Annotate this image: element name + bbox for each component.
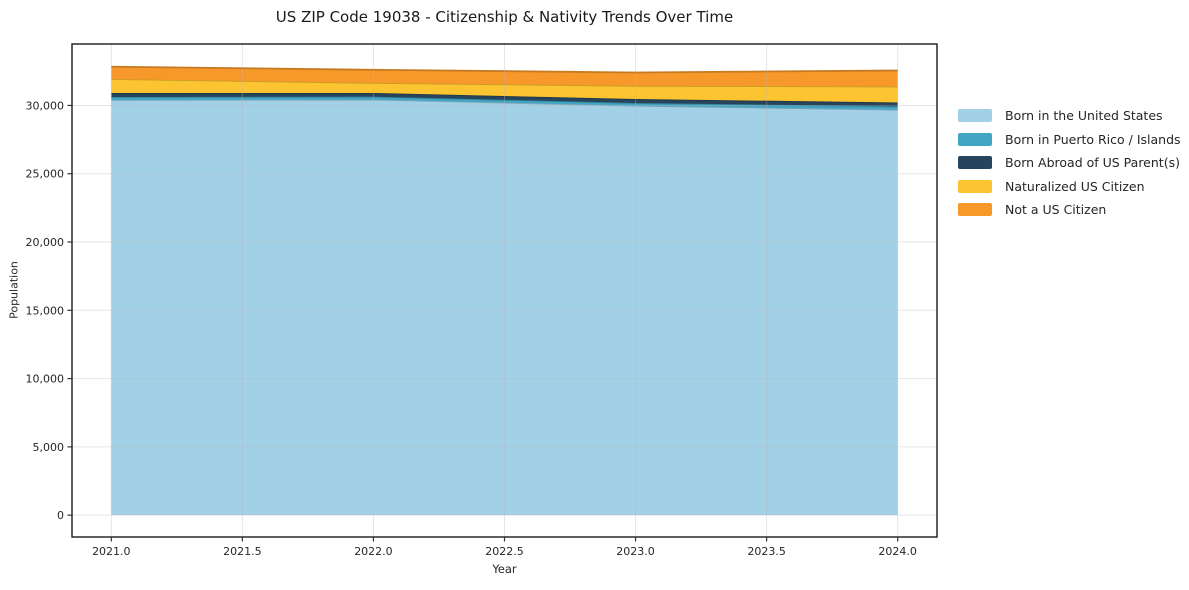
area-born-in-puerto-rico-islands bbox=[111, 96, 898, 110]
area-born-in-the-united-states bbox=[111, 99, 898, 516]
legend-item-born-in-the-united-states: Born in the United States bbox=[958, 104, 1181, 128]
legend-item-born-abroad-of-us-parent-s: Born Abroad of US Parent(s) bbox=[958, 151, 1181, 175]
x-axis-label: Year bbox=[492, 562, 517, 576]
y-tick-label: 25,000 bbox=[26, 168, 65, 181]
y-tick-label: 10,000 bbox=[26, 373, 65, 386]
x-tick-label: 2023.5 bbox=[747, 545, 786, 558]
legend: Born in the United States Born in Puerto … bbox=[958, 104, 1181, 222]
legend-item-not-a-us-citizen: Not a US Citizen bbox=[958, 198, 1181, 222]
legend-label: Not a US Citizen bbox=[1005, 202, 1107, 218]
legend-swatch-icon bbox=[958, 179, 992, 193]
legend-swatch-icon bbox=[958, 109, 992, 123]
legend-swatch-icon bbox=[958, 156, 992, 170]
legend-item-naturalized-us-citizen: Naturalized US Citizen bbox=[958, 175, 1181, 199]
x-tick-label: 2022.5 bbox=[485, 545, 524, 558]
area-born-abroad-of-us-parent-s bbox=[111, 92, 898, 107]
x-tick-label: 2021.5 bbox=[223, 545, 262, 558]
x-tick-label: 2022.0 bbox=[354, 545, 393, 558]
x-tick-label: 2024.0 bbox=[878, 545, 917, 558]
legend-swatch-icon bbox=[958, 203, 992, 217]
area-edge-not-a-us-citizen bbox=[111, 65, 898, 74]
area-not-a-us-citizen bbox=[111, 66, 898, 87]
y-tick-label: 0 bbox=[57, 509, 64, 522]
y-tick-label: 5,000 bbox=[33, 441, 65, 454]
legend-swatch-icon bbox=[958, 132, 992, 146]
y-tick-label: 30,000 bbox=[26, 99, 65, 112]
y-axis-label: Population bbox=[7, 261, 21, 319]
legend-label: Born in the United States bbox=[1005, 108, 1163, 124]
legend-label: Born in Puerto Rico / Islands bbox=[1005, 131, 1181, 147]
area-naturalized-us-citizen bbox=[111, 78, 898, 103]
y-tick-label: 15,000 bbox=[26, 304, 65, 317]
legend-label: Naturalized US Citizen bbox=[1005, 178, 1145, 194]
x-tick-label: 2021.0 bbox=[92, 545, 131, 558]
x-tick-label: 2023.0 bbox=[616, 545, 655, 558]
y-tick-label: 20,000 bbox=[26, 236, 65, 249]
chart-title: US ZIP Code 19038 - Citizenship & Nativi… bbox=[275, 8, 734, 26]
legend-item-born-in-puerto-rico-islands: Born in Puerto Rico / Islands bbox=[958, 128, 1181, 152]
legend-label: Born Abroad of US Parent(s) bbox=[1005, 155, 1180, 171]
